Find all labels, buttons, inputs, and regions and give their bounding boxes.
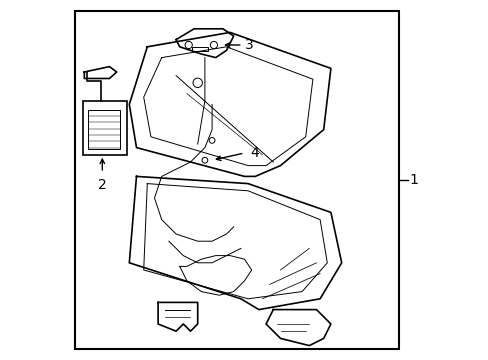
Text: 2: 2 — [98, 178, 106, 192]
Bar — [192, 47, 208, 51]
Text: 3: 3 — [244, 38, 253, 52]
Bar — [88, 110, 120, 149]
Bar — [82, 101, 127, 155]
Text: 4: 4 — [249, 146, 258, 160]
Text: 1: 1 — [408, 173, 417, 187]
